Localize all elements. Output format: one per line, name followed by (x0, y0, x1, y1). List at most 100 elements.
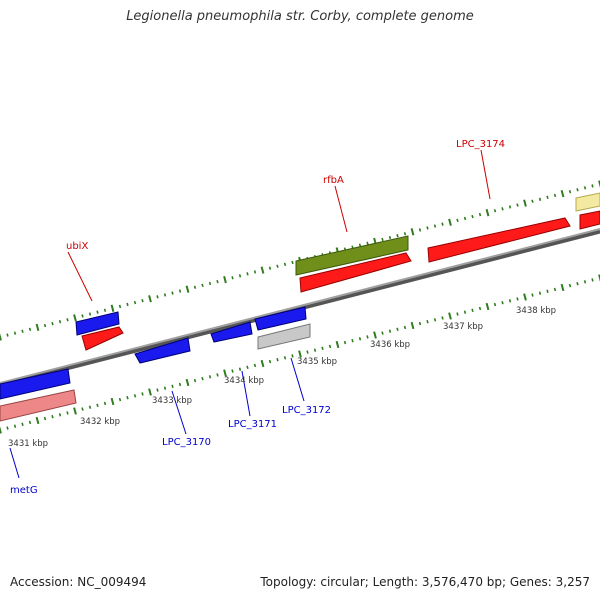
minor-tick (321, 346, 324, 351)
major-tick (110, 304, 115, 312)
minor-tick (216, 373, 219, 377)
minor-tick (126, 395, 129, 400)
minor-tick (141, 298, 144, 303)
minor-tick (193, 378, 197, 383)
minor-tick (171, 291, 174, 295)
major-tick (185, 378, 190, 387)
kbp-label: 3431 kbp (8, 439, 48, 449)
major-tick (0, 333, 2, 341)
major-tick (298, 350, 302, 358)
gene-ubiX[interactable] (81, 326, 124, 351)
minor-tick (201, 376, 204, 381)
major-tick (110, 397, 115, 406)
gene-gray[interactable] (257, 323, 311, 350)
minor-tick (351, 338, 354, 343)
minor-tick (388, 235, 392, 240)
minor-tick (583, 186, 587, 190)
major-tick (560, 189, 565, 198)
gene-blue-2[interactable] (0, 368, 71, 400)
minor-tick (456, 312, 459, 316)
label-connectors (9, 149, 491, 479)
forward-tick-track (0, 180, 600, 341)
minor-tick (103, 308, 107, 312)
minor-tick (508, 205, 512, 209)
minor-tick (103, 401, 107, 406)
gene-rfbA[interactable] (299, 252, 412, 293)
minor-tick (81, 314, 84, 318)
major-tick (185, 285, 190, 293)
minor-tick (291, 260, 294, 265)
major-tick (485, 302, 490, 311)
reverse-genes (0, 306, 311, 422)
gene-right-edge-yellow[interactable] (575, 192, 600, 212)
minor-tick (6, 426, 9, 430)
major-tick (598, 274, 600, 282)
minor-tick (6, 333, 9, 337)
major-tick (373, 331, 377, 339)
minor-tick (21, 422, 24, 427)
minor-tick (283, 356, 287, 360)
gene-LPC_3171[interactable] (210, 321, 253, 343)
minor-tick (456, 218, 459, 223)
gene-LPC_3172[interactable] (254, 306, 307, 331)
minor-tick (216, 279, 219, 284)
minor-tick (396, 327, 399, 332)
major-tick (598, 180, 600, 188)
minor-tick (246, 365, 249, 370)
gene-olive[interactable] (295, 235, 409, 276)
major-tick (410, 321, 415, 330)
minor-tick (66, 411, 69, 415)
major-tick (448, 218, 452, 226)
major-tick (223, 275, 227, 284)
minor-tick (576, 188, 579, 192)
minor-tick (43, 323, 47, 328)
minor-tick (538, 197, 542, 202)
gene-metG[interactable] (0, 389, 77, 422)
major-tick (260, 266, 265, 274)
minor-tick (591, 184, 594, 188)
kbp-label: 3438 kbp (516, 306, 556, 316)
major-tick (35, 416, 40, 425)
minor-tick (516, 203, 519, 207)
minor-tick (306, 350, 309, 354)
minor-tick (358, 337, 362, 341)
map-title: Legionella pneumophila str. Corby, compl… (126, 9, 474, 24)
minor-tick (96, 403, 99, 408)
minor-tick (471, 214, 474, 219)
minor-tick (163, 293, 167, 297)
reverse-tick-track (0, 274, 600, 434)
minor-tick (238, 367, 242, 371)
minor-tick (478, 306, 482, 311)
minor-tick (51, 321, 54, 326)
gene-LPC_3170[interactable] (134, 337, 191, 364)
minor-tick (418, 321, 422, 326)
minor-tick (13, 331, 17, 335)
minor-tick (576, 281, 579, 286)
minor-tick (13, 424, 17, 428)
gene-right-edge-red[interactable] (579, 210, 600, 230)
minor-tick (568, 189, 572, 194)
minor-tick (388, 329, 392, 333)
minor-tick (381, 331, 384, 335)
minor-tick (201, 283, 204, 288)
forward-genes (81, 192, 600, 351)
minor-tick (193, 285, 197, 289)
gene-blue-1[interactable] (75, 311, 120, 336)
major-tick (485, 209, 490, 217)
major-tick (223, 369, 227, 377)
minor-tick (328, 344, 332, 349)
major-tick (335, 340, 340, 349)
minor-tick (433, 318, 437, 322)
major-tick (73, 314, 77, 322)
major-tick (560, 283, 565, 292)
minor-tick (381, 237, 384, 242)
minor-tick (516, 297, 519, 301)
minor-tick (366, 241, 369, 245)
minor-tick (43, 416, 47, 421)
kbp-labels: 3431 kbp 3432 kbp 3433 kbp 3434 kbp 3435… (8, 306, 556, 449)
minor-tick (366, 335, 369, 339)
minor-tick (163, 386, 167, 390)
gene-LPC_3174[interactable] (427, 217, 571, 263)
major-tick (73, 407, 77, 415)
